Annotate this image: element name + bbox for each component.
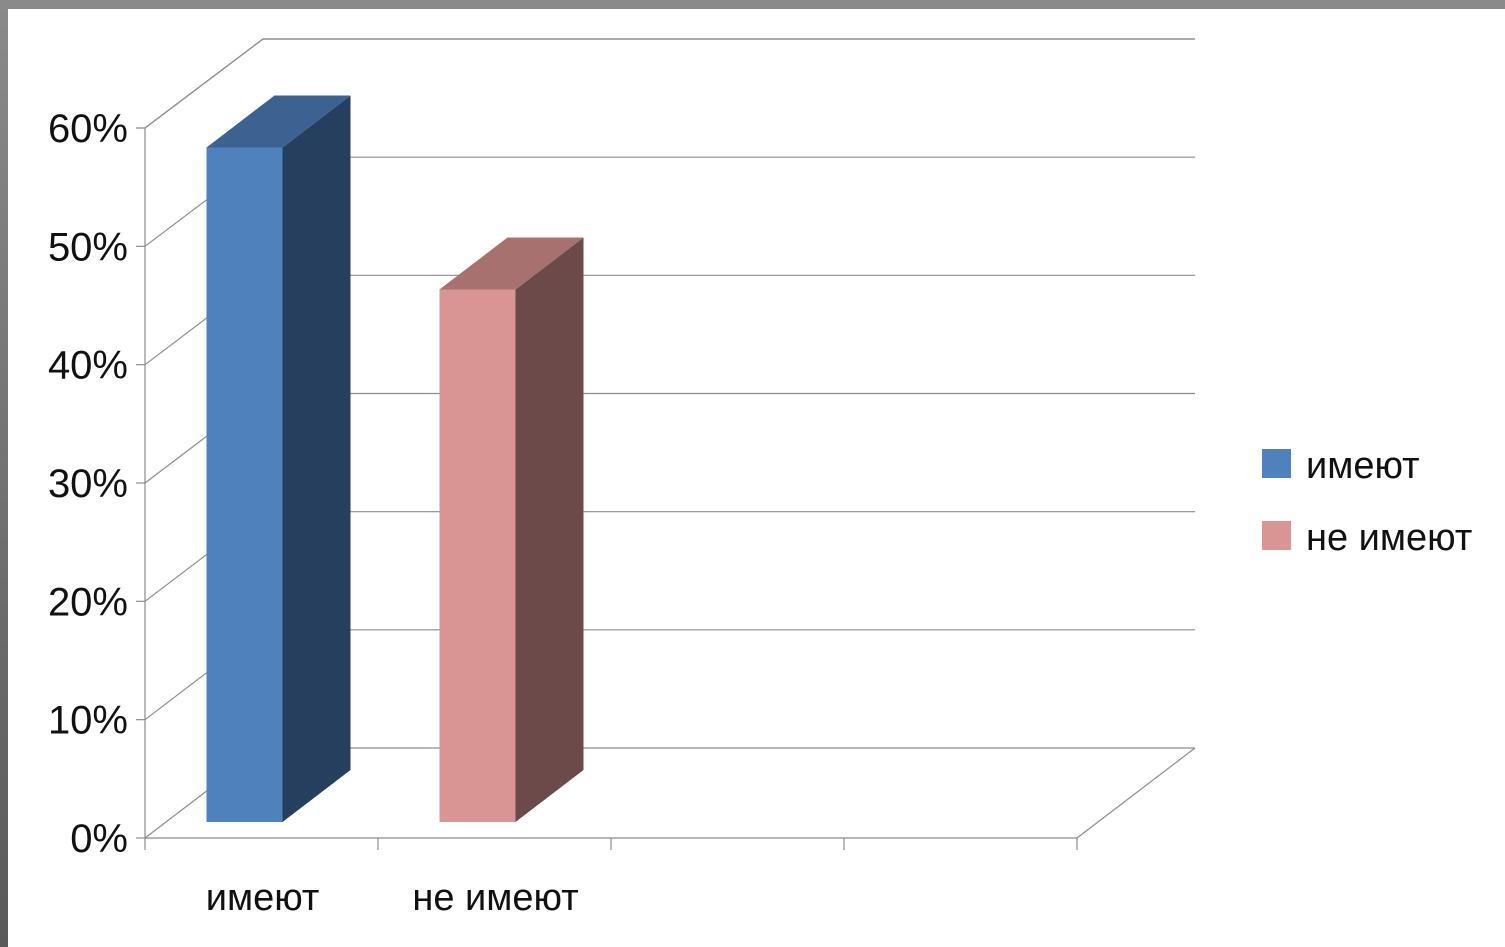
legend: имеют не имеют [1262,445,1472,559]
bar-side [515,237,584,822]
y-tick-label: 10% [48,699,128,743]
x-tick-labels: имеют не имеют [206,877,579,919]
legend-label: имеют [1306,445,1420,487]
bar-side [282,95,351,822]
bar-top [439,237,584,290]
y-tick-labels: 0% 10% 20% 30% 40% 50% 60% [48,107,128,861]
x-tick-label: имеют [206,877,320,919]
legend-label: не имеют [1306,517,1472,559]
bar-top [206,95,351,148]
bar [439,289,516,822]
y-tick-label: 20% [48,580,128,624]
side-gridline [144,38,264,129]
legend-swatch [1262,449,1291,478]
y-tick-label: 40% [48,344,128,388]
bars [206,95,584,822]
y-tick-label: 60% [48,107,128,151]
y-tick-label: 0% [70,817,128,861]
legend-swatch [1262,521,1291,550]
x-tick-label: не имеют [412,877,578,919]
floor-right-edge [1076,747,1196,839]
y-tick-label: 50% [48,225,128,269]
y-tick-label: 30% [48,462,128,506]
bar [206,147,283,822]
axes [136,127,1078,850]
